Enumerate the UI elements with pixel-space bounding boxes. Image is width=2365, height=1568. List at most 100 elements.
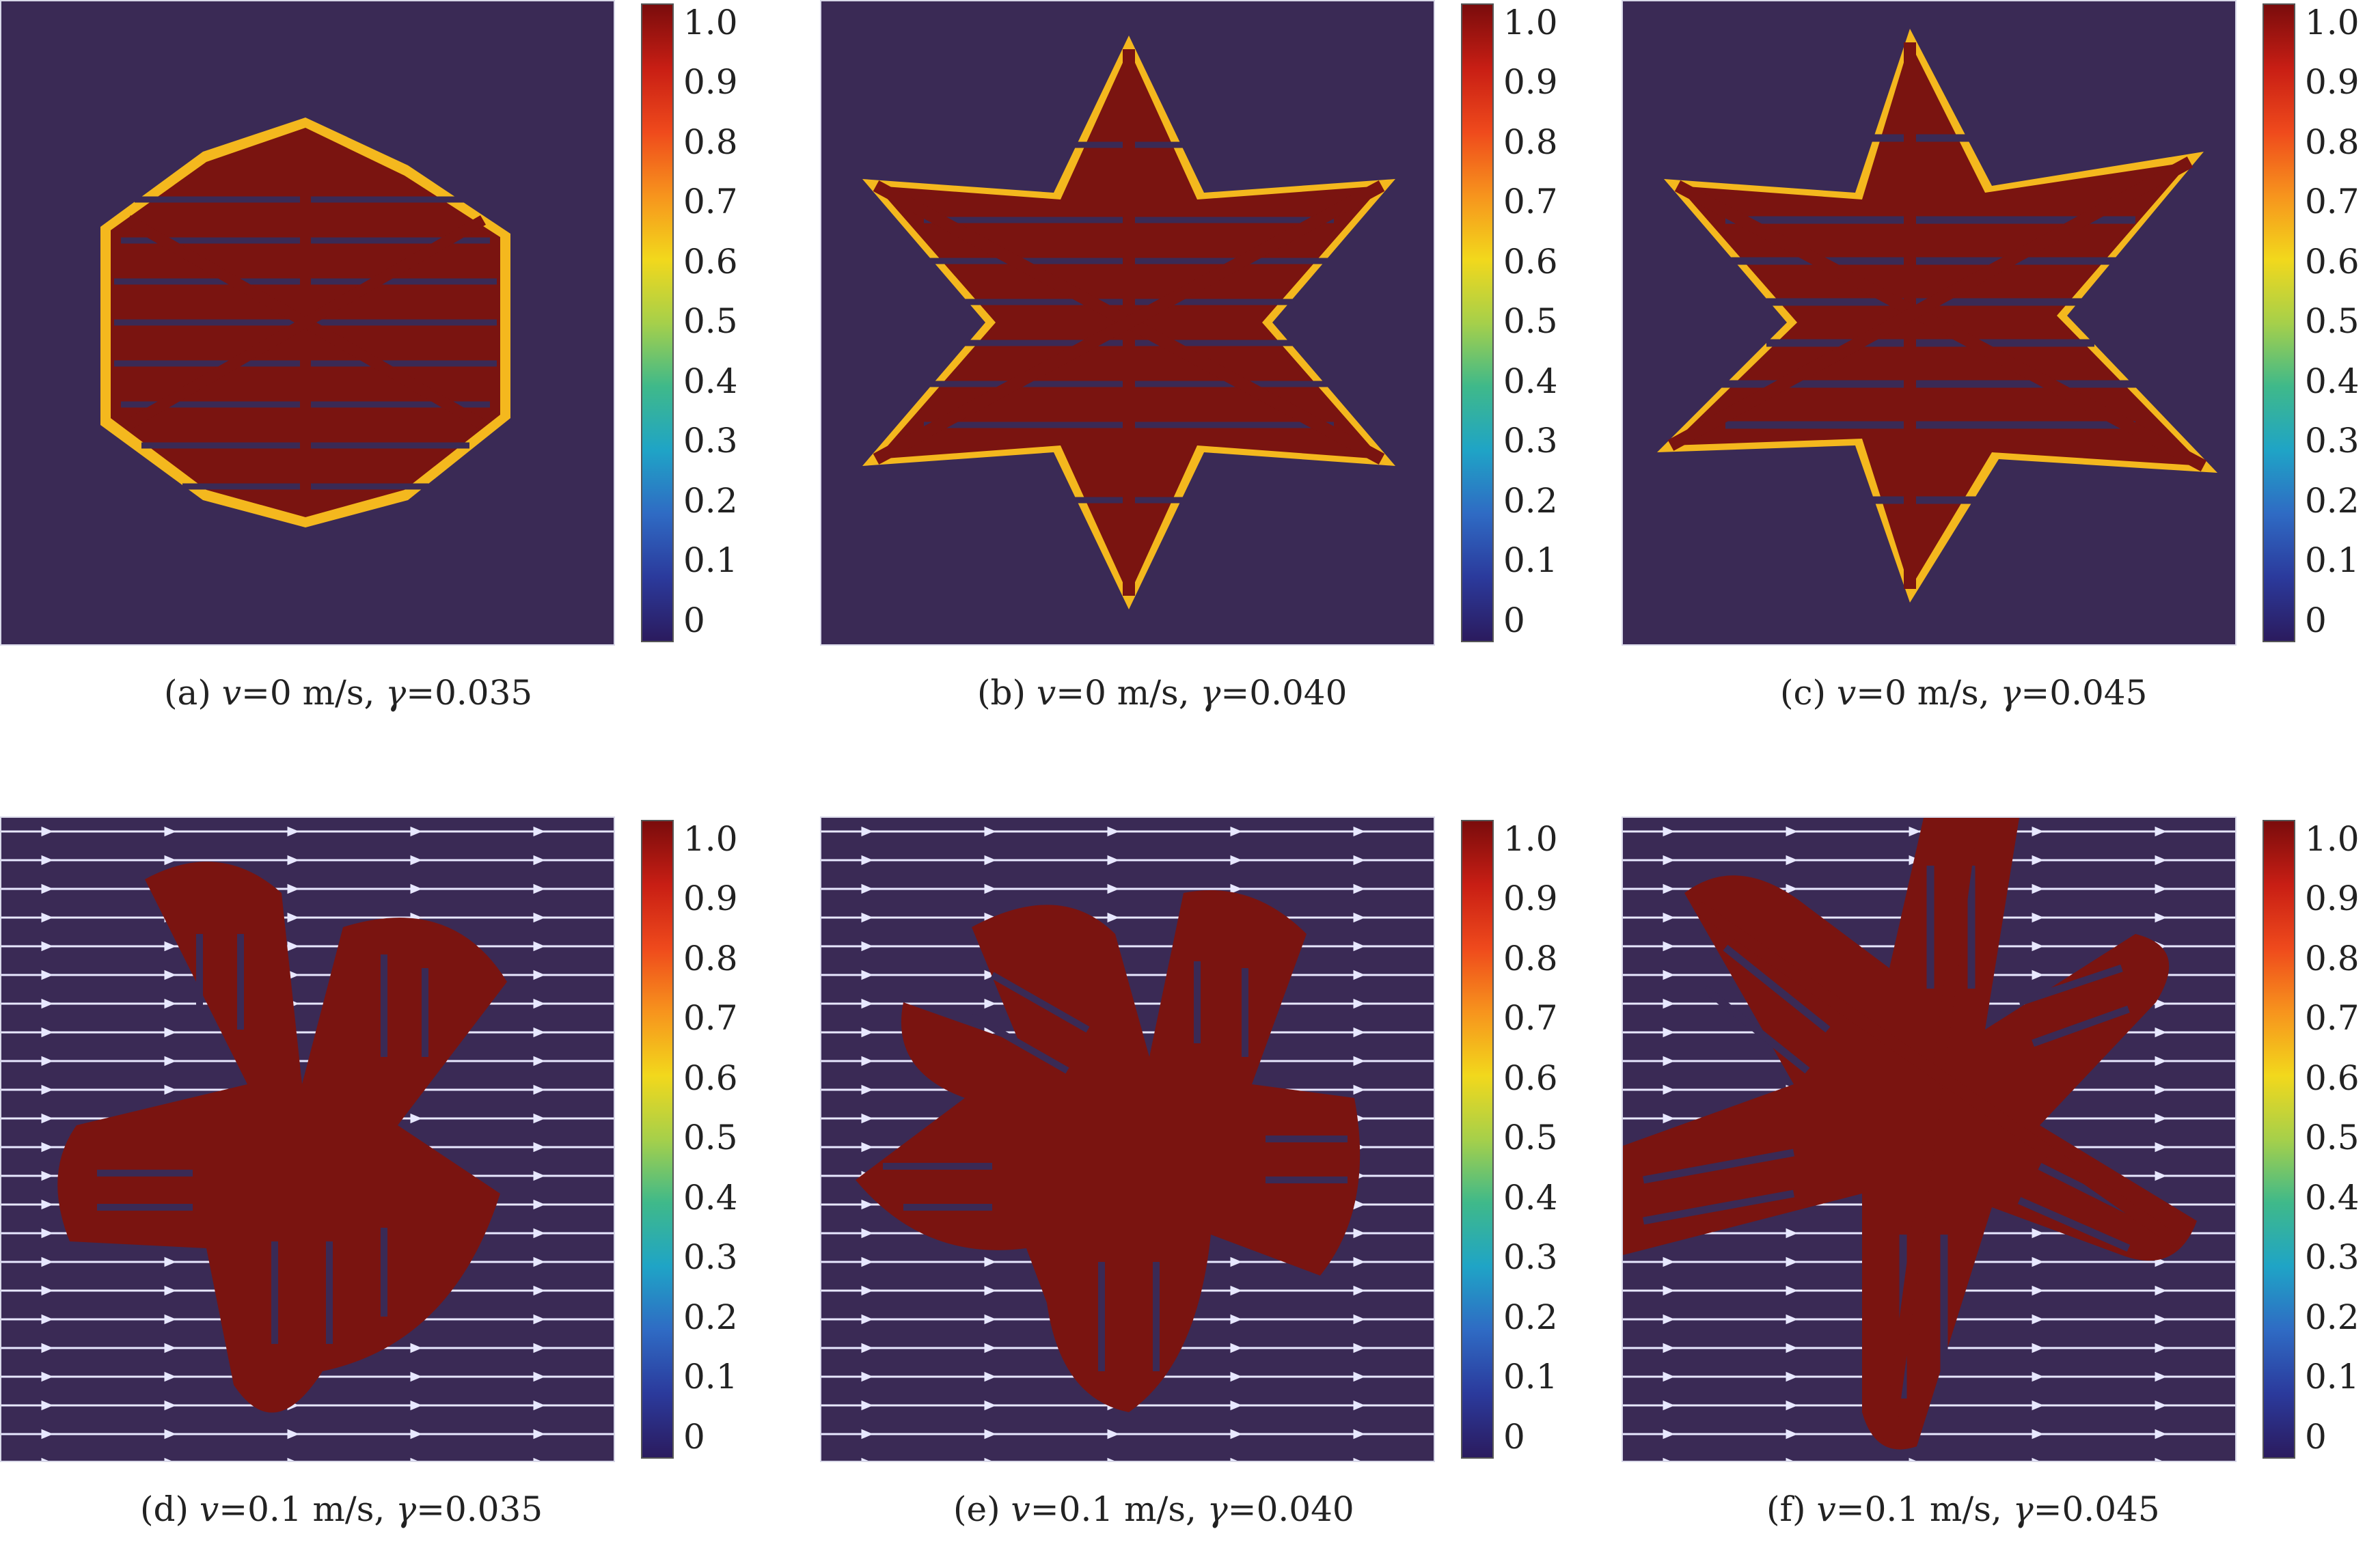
colorbar-tick: 0 <box>683 601 705 640</box>
colorbar-tick: 0.9 <box>2305 879 2360 918</box>
flow-arrow <box>533 1256 545 1267</box>
flow-arrow <box>41 1343 53 1353</box>
flow-arrow <box>41 1056 53 1067</box>
flow-arrow <box>1786 1314 1798 1325</box>
colorbar-tick: 0 <box>1503 601 1525 640</box>
flow-arrow <box>41 1256 53 1267</box>
flow-arrow <box>1663 1256 1675 1267</box>
flow-arrow <box>1353 912 1365 923</box>
colorbar-tick: 0.1 <box>1503 1357 1558 1397</box>
colorbar-tick: 0.2 <box>2305 481 2360 521</box>
flow-arrow <box>41 1371 53 1382</box>
flow-arrow <box>984 1371 996 1382</box>
flow-arrow <box>164 1400 176 1411</box>
flow-arrow <box>2155 1084 2167 1095</box>
flow-arrow <box>2155 855 2167 866</box>
flow-arrow <box>41 1400 53 1411</box>
flow-arrow <box>1353 1199 1365 1210</box>
flow-arrow <box>861 855 873 866</box>
colorbar-tick: 0.5 <box>1503 1118 1558 1157</box>
colorbar-tick: 0.8 <box>1503 939 1558 978</box>
flow-arrow <box>1663 1056 1675 1067</box>
flow-arrow <box>861 1400 873 1411</box>
flow-arrow <box>41 855 53 866</box>
flow-arrow <box>287 826 299 837</box>
flow-arrow <box>2155 1256 2167 1267</box>
caption-a: (a) v=0 m/s, γ=0.035 <box>164 673 532 713</box>
flow-arrow <box>2155 1142 2167 1153</box>
colorbar-tick: 0.4 <box>2305 1178 2360 1218</box>
flow-arrow <box>2155 1314 2167 1325</box>
flow-arrow <box>41 912 53 923</box>
flow-arrow <box>164 1457 172 1461</box>
colorbar-tick: 0 <box>1503 1417 1525 1457</box>
colorbar-ticks-e: 1.0 0.9 0.8 0.7 0.6 0.5 0.4 0.3 0.2 0.1 … <box>1503 816 1585 1462</box>
gamma-symbol: γ <box>385 673 407 713</box>
flow-arrow <box>41 1170 53 1181</box>
flow-arrow <box>1786 1256 1798 1267</box>
flow-arrow <box>984 969 996 980</box>
flow-arrow <box>861 1084 873 1095</box>
panel-c: 1.0 0.9 0.8 0.7 0.6 0.5 0.4 0.3 0.2 0.1 … <box>1622 0 2365 752</box>
flow-arrow <box>1663 1113 1675 1124</box>
colorbar-tick: 1.0 <box>2305 819 2360 859</box>
flow-arrow <box>2155 912 2167 923</box>
panel-d: 1.0 0.9 0.8 0.7 0.6 0.5 0.4 0.3 0.2 0.1 … <box>0 816 765 1568</box>
colorbar-tick: 0.9 <box>2305 62 2360 102</box>
flow-arrow <box>533 1113 545 1124</box>
flow-arrow <box>41 1199 53 1210</box>
colorbar-tick: 0.3 <box>2305 421 2360 460</box>
flow-arrow <box>533 1142 545 1153</box>
flow-arrow <box>1230 1400 1242 1411</box>
gamma-value: =0.045 <box>2033 1489 2160 1529</box>
gamma-value: =0.040 <box>1220 673 1348 713</box>
caption-label: (f) <box>1766 1489 1806 1529</box>
flow-arrow <box>41 1228 53 1239</box>
flow-arrow <box>984 1285 996 1296</box>
flow-arrow <box>41 1429 53 1440</box>
gamma-symbol: γ <box>2000 673 2021 713</box>
colorbar-ticks-a: 1.0 0.9 0.8 0.7 0.6 0.5 0.4 0.3 0.2 0.1 … <box>683 0 765 646</box>
colorbar-tick: 0.9 <box>683 879 738 918</box>
colorbar-tick: 0.6 <box>2305 242 2360 281</box>
flow-arrow <box>2032 1314 2044 1325</box>
flow-arrow <box>533 1371 545 1382</box>
colorbar-b <box>1461 3 1494 642</box>
colorbar-tick: 1.0 <box>2305 3 2360 42</box>
flow-arrow <box>164 1314 176 1325</box>
colorbar-tick: 0.4 <box>683 361 738 401</box>
colorbar-ticks-c: 1.0 0.9 0.8 0.7 0.6 0.5 0.4 0.3 0.2 0.1 … <box>2305 0 2365 646</box>
flow-arrow <box>164 941 176 952</box>
flow-arrow <box>2155 1400 2167 1411</box>
caption-label: (d) <box>140 1489 189 1529</box>
colorbar-tick: 0 <box>2305 1417 2327 1457</box>
phase-field-plot-c <box>1622 0 2237 646</box>
flow-arrow <box>2032 941 2044 952</box>
colorbar-tick: 0.1 <box>683 540 738 580</box>
flow-arrow <box>533 1285 545 1296</box>
flow-arrow <box>1663 883 1675 894</box>
flow-arrow <box>1353 883 1365 894</box>
flow-arrow <box>984 855 996 866</box>
flow-arrow <box>1909 826 1921 837</box>
flow-arrow <box>2155 1371 2167 1382</box>
flow-arrow <box>287 941 299 952</box>
panel-e: 1.0 0.9 0.8 0.7 0.6 0.5 0.4 0.3 0.2 0.1 … <box>820 816 1585 1568</box>
flow-arrow <box>1230 855 1242 866</box>
flow-arrow <box>1230 1457 1238 1461</box>
colorbar-tick: 1.0 <box>683 819 738 859</box>
flow-arrow <box>1353 1429 1365 1440</box>
flow-arrow <box>1786 1429 1798 1440</box>
dendrite-image-a <box>100 118 510 527</box>
colorbar-tick: 1.0 <box>683 3 738 42</box>
colorbar-tick: 0.2 <box>1503 1297 1558 1337</box>
colorbar-tick: 0.2 <box>683 481 738 521</box>
flow-arrow <box>861 1056 873 1067</box>
colorbar-tick: 1.0 <box>1503 3 1558 42</box>
flow-arrow <box>287 855 299 866</box>
flow-arrow <box>287 912 299 923</box>
flow-arrow <box>861 969 873 980</box>
panel-f: 1.0 0.9 0.8 0.7 0.6 0.5 0.4 0.3 0.2 0.1 … <box>1622 816 2365 1568</box>
colorbar-tick: 0.7 <box>683 998 738 1038</box>
caption-e: (e) v=0.1 m/s, γ=0.040 <box>953 1489 1354 1529</box>
